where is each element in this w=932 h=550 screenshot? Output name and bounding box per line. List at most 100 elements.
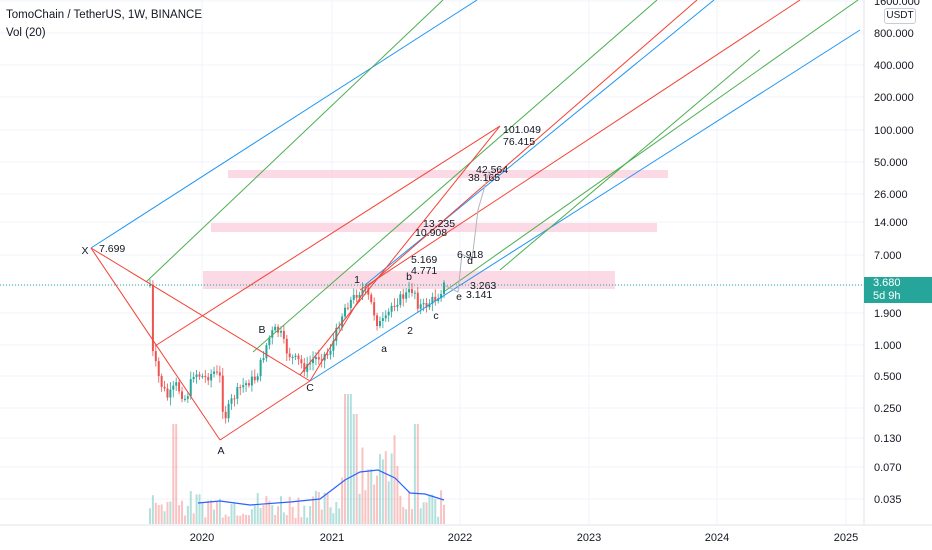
channel-line (219, 380, 311, 441)
volume-bar (390, 453, 393, 524)
volume-bar (265, 496, 268, 524)
volume-bar (207, 500, 210, 524)
volume-bar (201, 502, 204, 524)
channel-line (145, 0, 444, 283)
volume-bar (224, 514, 227, 524)
volume-bar (303, 505, 306, 524)
volume-bar (186, 505, 189, 524)
candle-body (376, 315, 379, 327)
candle-body (335, 327, 338, 341)
volume-bar (250, 509, 253, 524)
candle-body (352, 294, 355, 300)
price-level-label: 42.564 (476, 164, 508, 176)
volume-bar (192, 513, 195, 524)
volume-bar (271, 505, 274, 524)
candle-body (268, 337, 271, 346)
volume-bar (195, 494, 198, 524)
candle-body (338, 327, 341, 329)
volume-bar (367, 469, 370, 524)
volume-bar (355, 414, 358, 524)
candle-body (157, 361, 160, 377)
volume-bar (160, 504, 163, 524)
candle-body (279, 331, 282, 333)
volume-bar (279, 496, 282, 524)
price-level-label: 10.908 (415, 227, 447, 239)
volume-bar (332, 513, 335, 524)
candle-body (151, 284, 154, 352)
candle-body (317, 357, 320, 360)
candle-body (288, 353, 291, 358)
candle-body (218, 372, 221, 376)
candle-body (195, 374, 198, 378)
candle-body (213, 371, 216, 374)
wave-label: A (217, 445, 224, 457)
volume-bar (262, 504, 265, 524)
candle-body (204, 376, 207, 378)
wave-label: 1 (354, 274, 360, 286)
candle-body (306, 364, 309, 372)
candle-body (314, 357, 317, 360)
volume-bar (256, 493, 259, 524)
candle-body (207, 376, 210, 381)
price-tick-label: 0.035 (874, 494, 902, 506)
volume-indicator-label[interactable]: Vol (20) (6, 27, 46, 39)
price-level-label: 6.918 (457, 249, 483, 261)
volume-bar (213, 509, 216, 524)
bar-countdown: 5d 9h (873, 290, 901, 302)
candle-body (410, 289, 413, 293)
volume-bar (364, 490, 367, 524)
candle-body (201, 376, 204, 378)
channel-line (359, 0, 801, 291)
candle-body (282, 331, 285, 339)
channel-line (444, 0, 859, 292)
candle-body (192, 377, 195, 380)
candle-body (274, 326, 277, 331)
candle-body (221, 375, 224, 412)
candle-body (361, 289, 364, 295)
volume-bar (323, 492, 326, 524)
price-level-label: 101.049 (503, 124, 541, 136)
volume-bar (151, 495, 154, 524)
volume-bar (172, 424, 175, 524)
volume-bar (419, 508, 422, 524)
volume-bar (245, 514, 248, 524)
candle-body (181, 391, 184, 399)
candle-body (169, 389, 172, 398)
candle-body (344, 307, 347, 317)
wave-label: d (467, 255, 473, 267)
candle-body (349, 299, 352, 308)
candle-body (402, 294, 405, 299)
price-level-label: 7.699 (99, 243, 125, 255)
channel-line (499, 49, 761, 271)
chart-grid (0, 0, 864, 525)
price-tick-label: 800.000 (874, 28, 914, 40)
price-level-label: 4.771 (411, 265, 437, 277)
wave-label: a (381, 343, 387, 355)
candle-body (198, 374, 201, 377)
candle-body (399, 294, 402, 305)
candle-body (265, 345, 268, 359)
candle-body (175, 382, 178, 386)
volume-bar (352, 414, 355, 524)
volume-bar (189, 491, 192, 524)
candle-body (291, 356, 294, 358)
candle-body (224, 411, 227, 419)
price-tick-label: 1.900 (874, 308, 902, 320)
target-zone (211, 223, 657, 232)
volume-bar (443, 504, 445, 524)
volume-bar (300, 517, 303, 524)
price-axis: 1600.000 800.000 400.000 200.000 100.000 50.0… (863, 0, 920, 525)
symbol-title: TomoChain / TetherUS, 1W, BINANCE (6, 9, 202, 21)
candle-body (390, 305, 393, 312)
wave-label: b (406, 271, 412, 283)
price-level-label: 5.169 (411, 254, 437, 266)
price-tick-label: 200.000 (874, 92, 914, 104)
currency-button[interactable]: USDT (884, 8, 916, 24)
candle-body (300, 359, 303, 364)
volume-bar (233, 503, 236, 524)
volume-ma-line (197, 469, 445, 506)
volume-bar (405, 509, 408, 524)
candle-body (178, 382, 181, 392)
candle-body (285, 338, 288, 354)
